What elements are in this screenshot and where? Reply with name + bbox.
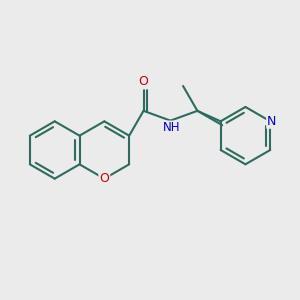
Text: NH: NH [163, 121, 180, 134]
Text: O: O [139, 75, 148, 88]
Text: N: N [267, 115, 277, 128]
Text: O: O [99, 172, 109, 185]
